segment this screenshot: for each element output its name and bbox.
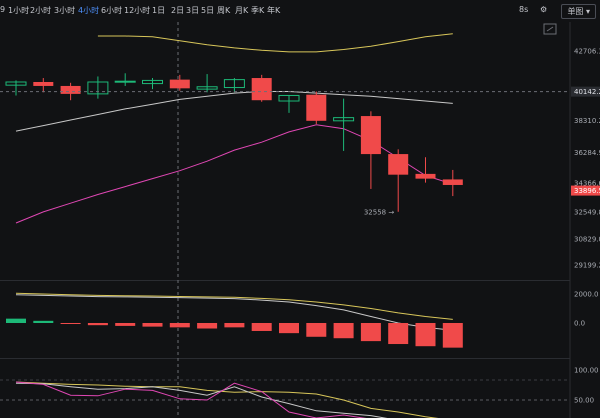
macd-line-yellow xyxy=(15,292,453,320)
tab-interval-2[interactable]: 2小时 xyxy=(30,6,52,15)
price-tick-label: 32549.8 xyxy=(574,208,600,216)
mode-button-label: 单图 xyxy=(567,7,584,16)
price-pane: 32558 → xyxy=(0,33,570,224)
candle-body xyxy=(114,80,136,83)
macd-bar xyxy=(169,323,190,328)
price-tick-label: 38310.2 xyxy=(574,117,600,125)
tab-interval-0[interactable]: 9 xyxy=(0,5,6,14)
macd-bar xyxy=(33,320,54,323)
tab-interval-6[interactable]: 12小时 xyxy=(124,6,151,15)
oscillator-line-0 xyxy=(15,381,439,418)
toolbar: 9 1小时 2小时 3小时 4小时 6小时 12小时 1日 2日 3日 5日 周K 月K 季K 年K 8s … xyxy=(0,0,600,22)
macd-bar xyxy=(251,323,272,331)
macd-bar xyxy=(388,323,409,345)
tab-interval-12[interactable]: 月K xyxy=(235,6,249,15)
ma-line-yellow xyxy=(97,33,453,53)
price-tick-label: 36284.9 xyxy=(574,149,600,157)
ma-line-white xyxy=(15,91,453,132)
candle-body xyxy=(278,94,300,102)
price-tick-label: 30829.0 xyxy=(574,236,600,244)
macd-bar xyxy=(142,323,163,327)
macd-bar xyxy=(306,323,327,337)
tab-interval-3[interactable]: 3小时 xyxy=(54,6,76,15)
mode-button[interactable]: 单图 ▾ xyxy=(561,4,596,19)
macd-bar xyxy=(224,323,245,328)
oscillator-pane xyxy=(15,381,439,418)
crosshair-price-label: 40142.2 xyxy=(574,88,600,96)
candle-body xyxy=(196,86,218,90)
macd-pane xyxy=(6,292,463,348)
candle-body xyxy=(415,173,436,179)
candle-body xyxy=(333,117,355,122)
macd-bar xyxy=(197,323,218,329)
tab-interval-13[interactable]: 季K xyxy=(251,6,265,15)
candle-body xyxy=(360,116,381,155)
oscillator-tick-label: 100.00 xyxy=(574,367,599,375)
current-price-tag xyxy=(571,185,600,196)
current-price-label: 33896.5 xyxy=(574,187,600,195)
candle-body xyxy=(5,81,27,86)
macd-line-white xyxy=(15,294,453,331)
candle-body xyxy=(87,81,109,95)
tab-interval-14[interactable]: 年K xyxy=(267,6,281,15)
price-tick-label: 29199.2 xyxy=(574,262,600,270)
tab-interval-11[interactable]: 周K xyxy=(217,6,231,15)
macd-bar xyxy=(415,323,436,347)
candle-body xyxy=(60,85,81,94)
tab-interval-1[interactable]: 1小时 xyxy=(8,6,30,15)
tab-interval-8[interactable]: 2日 xyxy=(171,6,185,15)
tab-interval-7[interactable]: 1日 xyxy=(152,6,166,15)
candle-body xyxy=(251,78,272,101)
candle-body xyxy=(442,179,463,185)
settings-icon[interactable]: ⚙ xyxy=(540,5,548,14)
candle-body xyxy=(388,154,409,175)
price-tick-label: 42706.3 xyxy=(574,48,600,56)
oscillator-line-2 xyxy=(15,381,367,418)
tab-interval-4[interactable]: 4小时 xyxy=(78,6,100,15)
tab-interval-9[interactable]: 3日 xyxy=(186,6,200,15)
macd-tick-label: 2000.0 xyxy=(574,291,599,299)
oscillator-tick-label: 50.00 xyxy=(574,397,594,405)
macd-bar xyxy=(279,323,299,334)
screenshot-icon[interactable] xyxy=(543,23,557,35)
seconds-label: 8s xyxy=(519,5,529,14)
price-tick-label: 34366.6 xyxy=(574,180,600,188)
macd-bar xyxy=(60,323,81,324)
low-price-annotation: 32558 → xyxy=(364,208,394,216)
macd-bar xyxy=(442,323,463,348)
tab-interval-10[interactable]: 5日 xyxy=(201,6,215,15)
oscillator-line-1 xyxy=(15,382,388,418)
tab-interval-5[interactable]: 6小时 xyxy=(101,6,123,15)
candle-body xyxy=(306,94,327,121)
candle-body xyxy=(169,79,190,89)
macd-bar xyxy=(6,318,26,323)
chevron-down-icon: ▾ xyxy=(585,7,590,16)
candle-body xyxy=(33,81,54,86)
candle-body xyxy=(223,79,245,89)
price-axis: 42706.3 40142.2 38310.2 36284.9 34366.6 32549… xyxy=(571,48,600,405)
chart-background xyxy=(0,22,600,418)
macd-bar xyxy=(360,323,381,342)
macd-bar xyxy=(87,323,108,326)
crosshair-price-tag xyxy=(571,86,600,97)
macd-tick-label: 0.0 xyxy=(574,320,585,328)
macd-bar xyxy=(333,323,354,339)
candle-body xyxy=(142,79,163,85)
macd-bar xyxy=(115,323,136,326)
